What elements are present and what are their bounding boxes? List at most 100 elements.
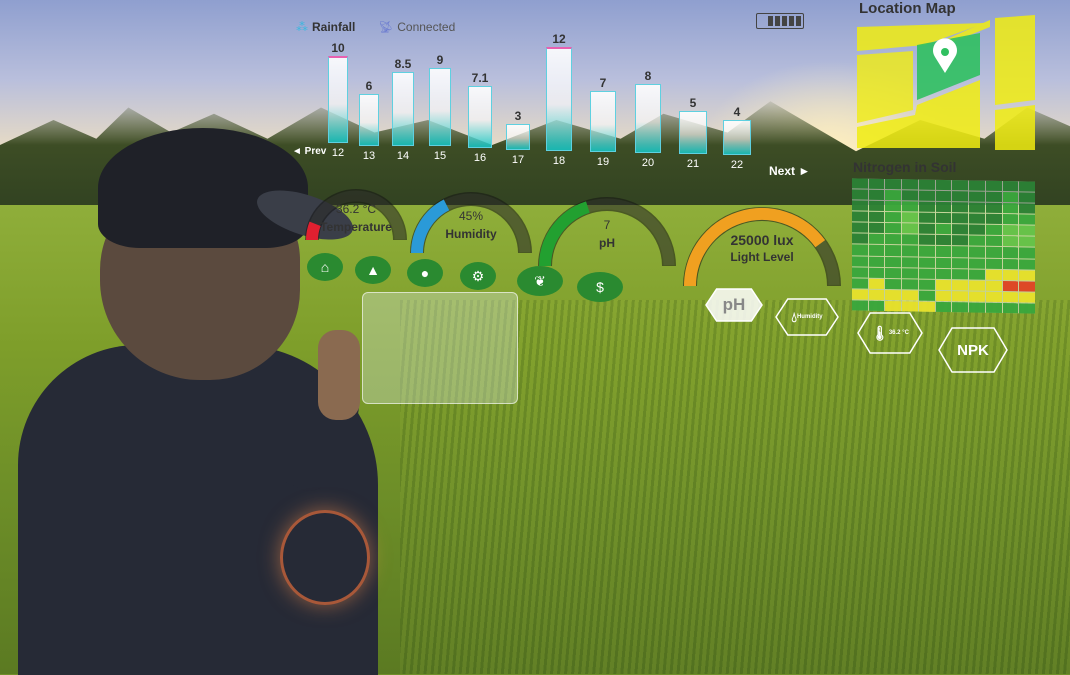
location-map[interactable] bbox=[855, 15, 1037, 153]
heatmap-cell bbox=[985, 225, 1002, 236]
heatmap-cell bbox=[885, 256, 902, 267]
heatmap-cell bbox=[852, 300, 868, 311]
bar-value-label: 8 bbox=[644, 68, 652, 83]
heatmap-cell bbox=[868, 189, 885, 201]
badge-ph[interactable]: pH bbox=[705, 288, 763, 322]
heatmap-cell bbox=[885, 267, 902, 278]
farmer-cap bbox=[98, 128, 308, 248]
heatmap-cell bbox=[985, 302, 1002, 313]
heatmap-cell bbox=[985, 280, 1002, 291]
rainfall-bar[interactable] bbox=[468, 86, 492, 148]
grass-texture bbox=[400, 300, 1070, 674]
heatmap-cell bbox=[969, 258, 985, 269]
heatmap-cell bbox=[852, 267, 868, 278]
heatmap-cell bbox=[868, 223, 885, 234]
heatmap-cell bbox=[1019, 181, 1035, 192]
badge-humidity[interactable]: 💧︎ Humidity bbox=[775, 298, 839, 336]
heatmap-cell bbox=[885, 212, 902, 223]
heatmap-cell bbox=[852, 222, 868, 234]
bar-day-label: 12 bbox=[331, 147, 345, 159]
heatmap-cell bbox=[935, 246, 952, 257]
badge-36-2-c[interactable]: 🌡︎ 36.2 °C bbox=[857, 312, 923, 354]
thermometer-icon: 🌡︎ bbox=[871, 324, 889, 341]
rainfall-bar[interactable] bbox=[429, 68, 451, 146]
heatmap-cell bbox=[868, 300, 885, 311]
heatmap-cell bbox=[1019, 292, 1035, 303]
heatmap-cell bbox=[852, 244, 868, 256]
image-icon: ▲ bbox=[366, 262, 380, 278]
rainfall-bar[interactable] bbox=[392, 72, 414, 146]
location-pin-button[interactable]: ● bbox=[407, 259, 443, 287]
rainfall-bar[interactable] bbox=[723, 120, 751, 155]
heatmap-cell bbox=[1019, 269, 1035, 281]
gears-icon: ⚙ bbox=[471, 267, 485, 284]
heatmap-cell bbox=[969, 191, 985, 202]
heatmap-cell bbox=[902, 267, 918, 279]
heatmap-cell bbox=[885, 201, 902, 212]
heatmap-cell bbox=[868, 256, 885, 267]
badge-label: 36.2 °C bbox=[888, 330, 909, 336]
bar-day-label: 20 bbox=[641, 157, 655, 169]
leaf-button[interactable]: ❦ bbox=[517, 266, 563, 296]
heatmap-cell bbox=[885, 223, 902, 234]
heatmap-cell bbox=[868, 211, 885, 223]
heatmap-cell bbox=[952, 202, 969, 213]
bar-day-label: 15 bbox=[433, 150, 447, 162]
rainfall-bar[interactable] bbox=[635, 83, 661, 153]
heatmap-cell bbox=[969, 202, 985, 213]
gauge-label: Temperature bbox=[320, 219, 392, 234]
prev-button[interactable]: ◄ Prev bbox=[292, 146, 327, 157]
heatmap-cell bbox=[1019, 281, 1035, 292]
location-map-title: Location Map bbox=[859, 0, 956, 17]
heatmap-cell bbox=[1019, 247, 1035, 259]
heatmap-cell bbox=[885, 278, 902, 290]
heatmap-cell bbox=[1019, 214, 1035, 225]
bar-day-label: 19 bbox=[596, 156, 610, 168]
heatmap-cell bbox=[952, 213, 969, 224]
image-button[interactable]: ▲ bbox=[355, 256, 391, 284]
bar-value-label: 3 bbox=[514, 109, 522, 123]
heatmap-cell bbox=[935, 301, 952, 313]
bar-day-label: 21 bbox=[686, 158, 700, 170]
gauge-label: Light Level bbox=[730, 250, 794, 265]
rainfall-bar[interactable] bbox=[679, 110, 707, 154]
heatmap-cell bbox=[1002, 181, 1019, 192]
heatmap-cell bbox=[918, 290, 935, 301]
rainfall-bar[interactable] bbox=[590, 91, 616, 152]
heatmap-cell bbox=[1002, 258, 1019, 269]
bar-value-label: 5 bbox=[689, 95, 697, 110]
heatmap-cell bbox=[902, 223, 918, 234]
rainfall-bar[interactable] bbox=[546, 47, 572, 151]
heatmap-cell bbox=[952, 224, 969, 235]
heatmap-cell bbox=[985, 180, 1002, 192]
home-button[interactable]: ⌂ bbox=[307, 253, 343, 281]
heatmap-cell bbox=[868, 200, 885, 212]
heatmap-cell bbox=[935, 202, 952, 213]
heatmap-cell bbox=[918, 190, 935, 202]
heatmap-cell bbox=[1019, 303, 1035, 314]
rainfall-bar[interactable] bbox=[328, 56, 348, 143]
heatmap-cell bbox=[935, 279, 952, 290]
dollar-button[interactable]: $ bbox=[577, 272, 623, 302]
badge-npk[interactable]: NPK bbox=[938, 327, 1008, 373]
rainfall-bar[interactable] bbox=[506, 124, 530, 150]
heatmap-cell bbox=[902, 201, 918, 212]
heatmap-cell bbox=[935, 290, 952, 302]
rainfall-bar[interactable] bbox=[359, 94, 379, 146]
next-button[interactable]: Next ► bbox=[769, 164, 811, 178]
heatmap-cell bbox=[1019, 258, 1035, 270]
heatmap-cell bbox=[902, 212, 918, 223]
heatmap-cell bbox=[885, 234, 902, 245]
heatmap-cell bbox=[935, 235, 952, 246]
bar-value-label: 9 bbox=[436, 53, 444, 67]
gauge-value: 25000 lux bbox=[730, 232, 794, 249]
transparent-tablet[interactable] bbox=[362, 292, 518, 404]
heatmap-cell bbox=[969, 291, 985, 302]
bar-value-label: 4 bbox=[733, 105, 741, 120]
heatmap-cell bbox=[918, 234, 935, 246]
heatmap-cell bbox=[852, 278, 868, 289]
heatmap-cell bbox=[935, 213, 952, 224]
gears-button[interactable]: ⚙ bbox=[460, 262, 496, 290]
gauge-light-level bbox=[683, 207, 841, 287]
heatmap-cell bbox=[1019, 236, 1035, 248]
